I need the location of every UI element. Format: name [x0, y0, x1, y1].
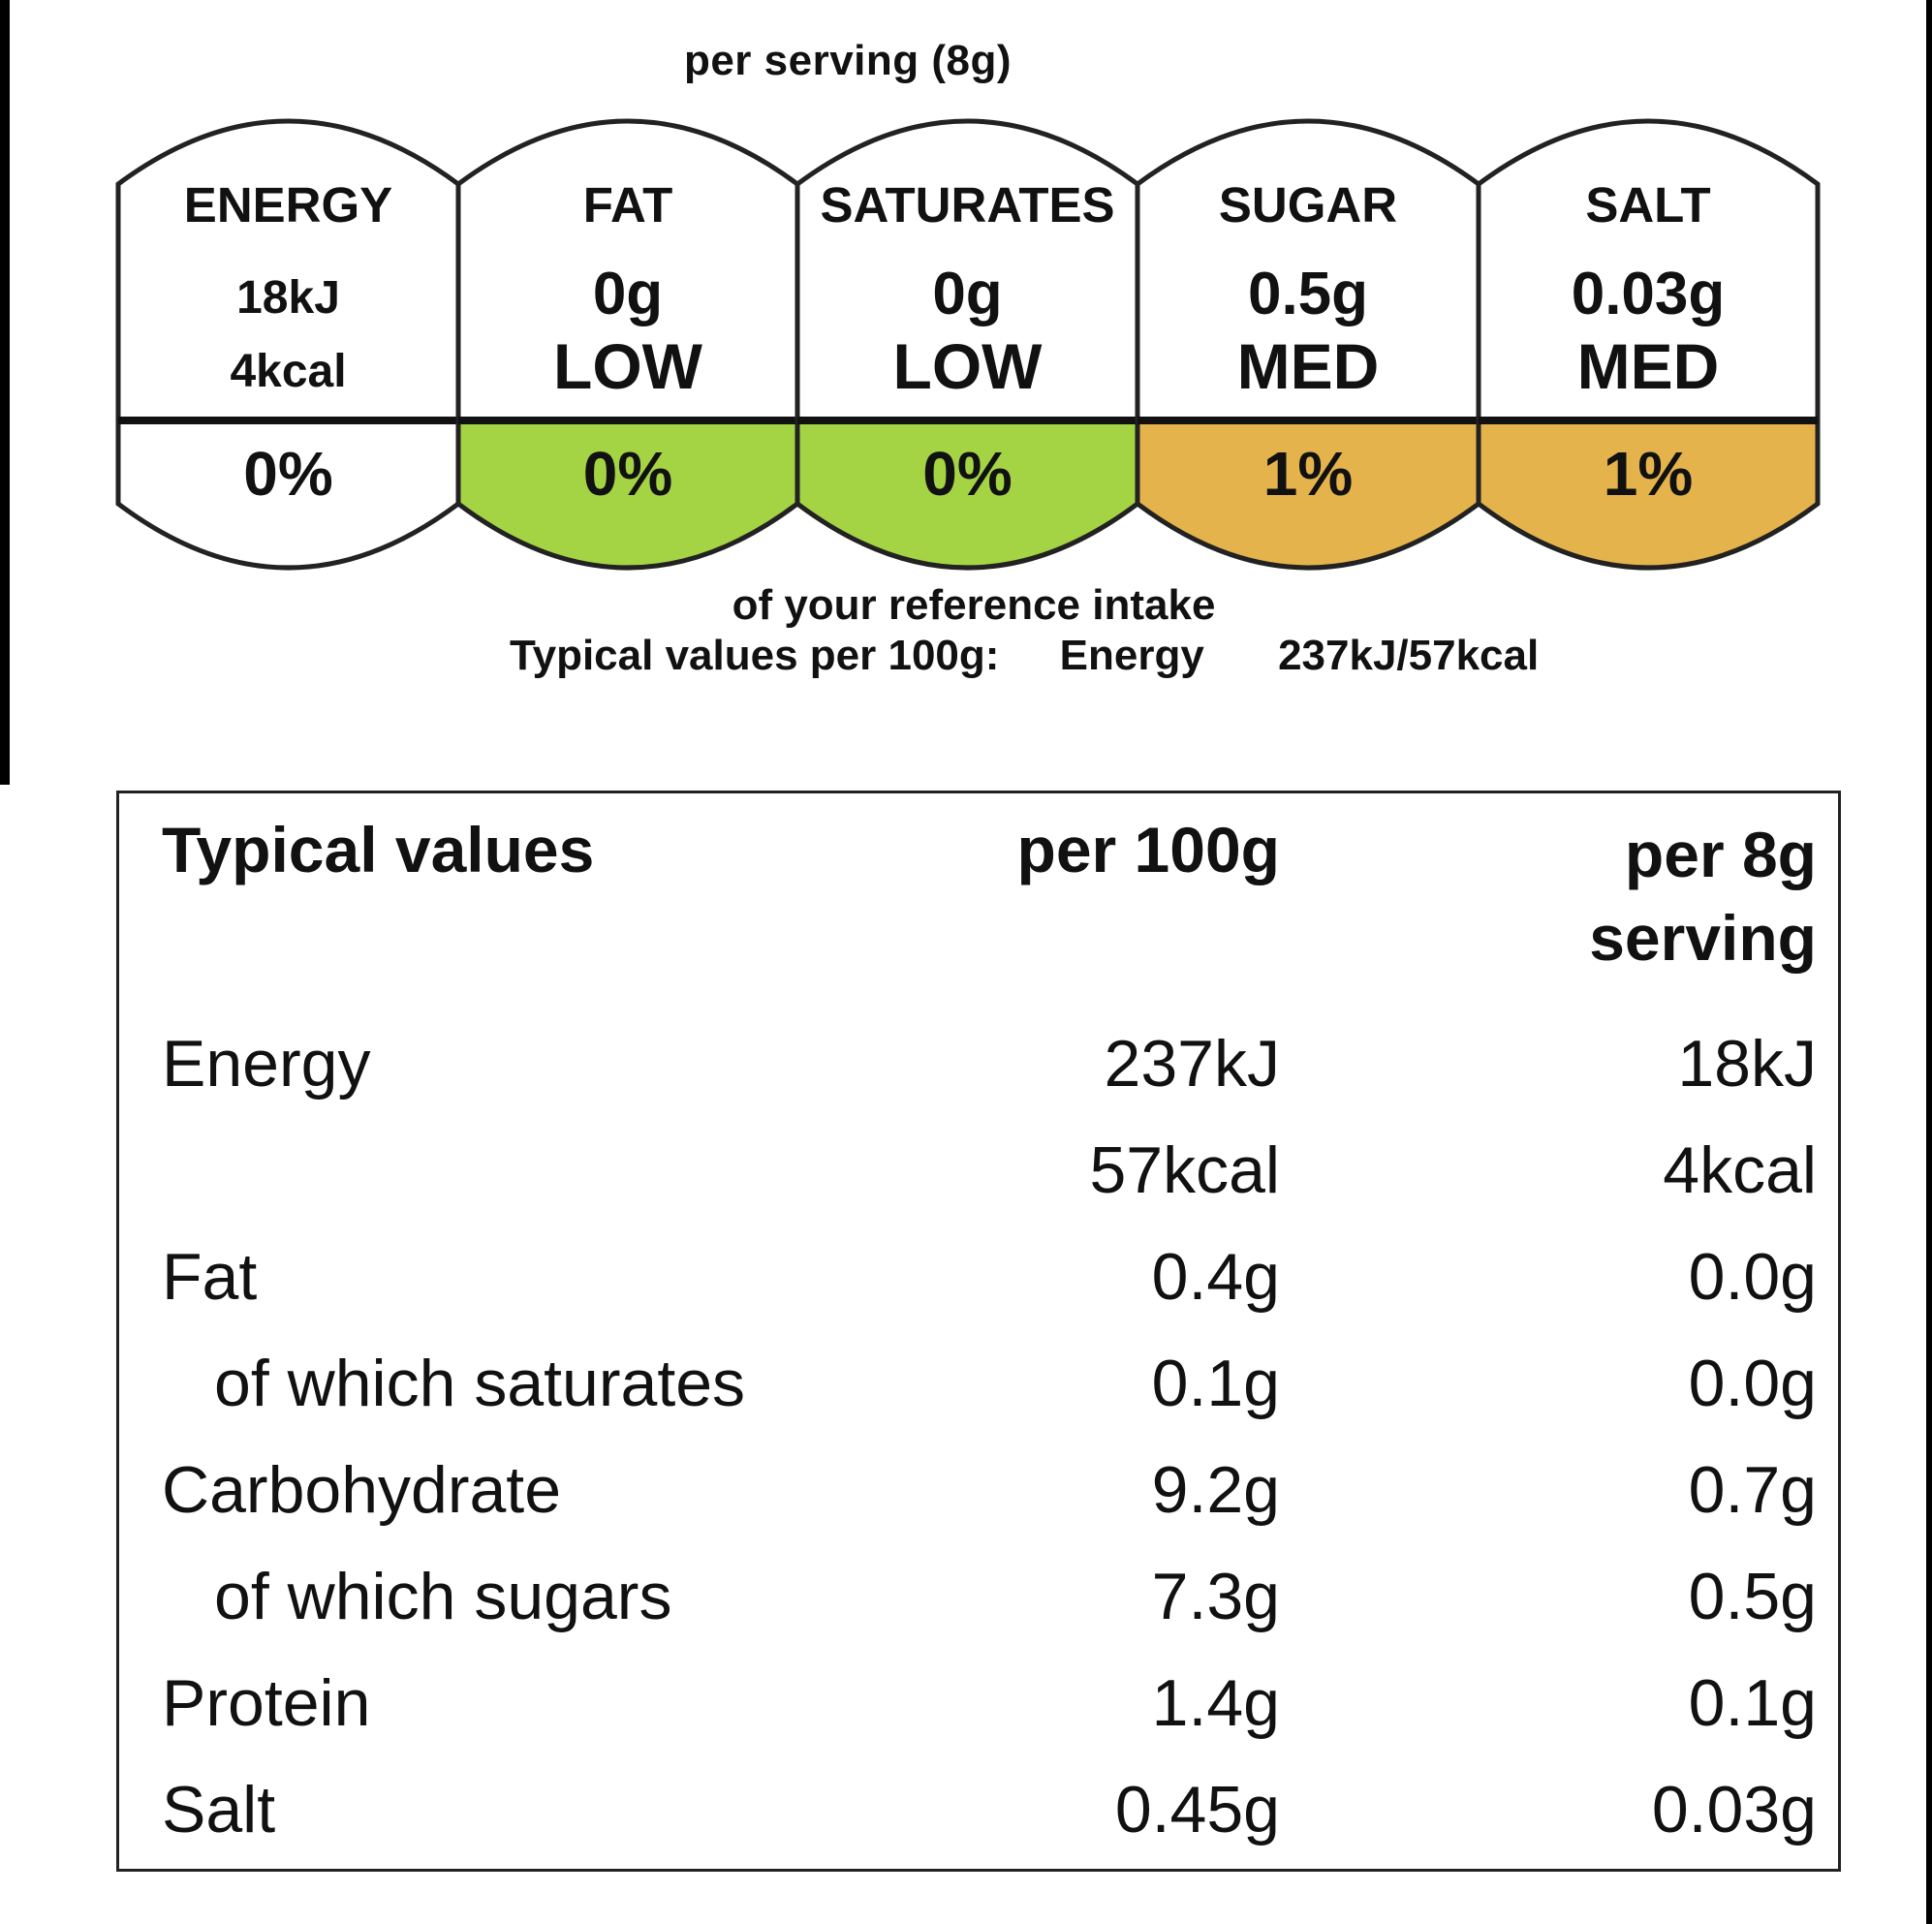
value-per-100g: 0.45g — [1114, 1773, 1280, 1846]
value-per-serving: 18kJ — [1677, 1027, 1817, 1101]
table-row: of which saturates 0.1g 0.0g — [119, 1346, 1838, 1443]
table-row: of which sugars 7.3g 0.5g — [119, 1559, 1838, 1656]
reference-intake-text: of your reference intake — [732, 581, 1216, 629]
header-per-serving-line1: per 8g — [1624, 819, 1817, 890]
header-per-serving: per 8g serving — [1589, 813, 1817, 979]
right-edge-bar — [1926, 0, 1932, 1924]
table-row: 57kcal 4kcal — [119, 1133, 1838, 1229]
serving-header: per serving (8g) — [683, 37, 1013, 84]
gda-level: LOW — [553, 330, 702, 402]
gda-amount: 0.03g — [1571, 261, 1726, 327]
gda-percent-band — [118, 420, 458, 568]
nutrient-name: Energy — [162, 1027, 371, 1101]
value-per-100g: 7.3g — [1151, 1560, 1280, 1633]
value-per-serving: 4kcal — [1663, 1133, 1817, 1207]
typical-values-line: Typical values per 100g: Energy 237kJ/57… — [510, 632, 1539, 680]
gda-label: SUGAR — [1218, 177, 1398, 233]
gda-level: LOW — [892, 330, 1043, 402]
table-row: Protein 1.4g 0.1g — [119, 1665, 1838, 1762]
table-row: Energy 237kJ 18kJ — [119, 1026, 1838, 1123]
nutrient-name: Fat — [162, 1240, 258, 1314]
header-per-serving-line2: serving — [1589, 902, 1817, 974]
gda-percent: 0% — [922, 439, 1013, 509]
gda-amount: 0.5g — [1247, 261, 1369, 327]
gda-label: FAT — [582, 177, 673, 233]
table-row: Fat 0.4g 0.0g — [119, 1239, 1838, 1336]
gda-percent-band — [1137, 420, 1479, 568]
gda-amount: 0g — [592, 261, 664, 327]
gda-amount-kcal: 4kcal — [230, 346, 347, 397]
front-of-pack-label — [115, 118, 1821, 571]
value-per-100g: 1.4g — [1151, 1666, 1280, 1740]
gda-cell-outline — [1476, 118, 1821, 571]
gda-level: MED — [1576, 330, 1720, 402]
value-per-serving: 0.5g — [1688, 1560, 1817, 1633]
value-per-serving: 0.0g — [1688, 1347, 1817, 1420]
gda-level: MED — [1236, 330, 1380, 402]
table-row: Carbohydrate 9.2g 0.7g — [119, 1452, 1838, 1549]
left-edge-bar — [0, 0, 10, 785]
typical-values-label: Typical values per 100g: — [510, 632, 1000, 679]
value-per-100g: 0.1g — [1151, 1347, 1280, 1420]
value-per-100g: 0.4g — [1151, 1240, 1280, 1314]
gda-percent: 0% — [243, 439, 333, 509]
value-per-serving: 0.0g — [1688, 1240, 1817, 1314]
gda-percent: 1% — [1262, 439, 1354, 509]
table-row: Salt 0.45g 0.03g — [119, 1772, 1838, 1869]
nutrient-name: Protein — [162, 1666, 371, 1740]
nutrient-name: Salt — [162, 1773, 276, 1846]
gda-label: SALT — [1585, 177, 1711, 233]
nutrient-name: Carbohydrate — [162, 1453, 562, 1527]
gda-label: ENERGY — [183, 177, 393, 233]
value-per-100g: 237kJ — [1104, 1027, 1280, 1101]
value-per-100g: 57kcal — [1089, 1133, 1280, 1207]
header-per-100g: per 100g — [1016, 814, 1280, 885]
gda-percent-band — [797, 420, 1137, 568]
value-per-serving: 0.7g — [1688, 1453, 1817, 1527]
nutrient-name: of which saturates — [214, 1347, 746, 1420]
gda-percent: 0% — [582, 439, 673, 509]
value-per-serving: 0.1g — [1688, 1666, 1817, 1740]
gda-amount: 0g — [932, 261, 1003, 327]
typical-values-value: 237kJ/57kcal — [1278, 632, 1540, 679]
nutrition-table: Typical values per 100g per 8g serving E… — [116, 791, 1841, 1872]
gda-percent: 1% — [1603, 439, 1694, 509]
gda-percent-band — [1479, 420, 1818, 568]
header-typical-values: Typical values — [162, 814, 595, 885]
typical-values-nutrient: Energy — [1059, 632, 1204, 679]
table-header-row: Typical values per 100g per 8g serving — [119, 813, 1838, 974]
gda-amount-kj: 18kJ — [236, 272, 340, 324]
gda-label: SATURATES — [820, 177, 1115, 233]
gda-percent-band — [458, 420, 797, 568]
value-per-serving: 0.03g — [1651, 1773, 1817, 1846]
value-per-100g: 9.2g — [1151, 1453, 1280, 1527]
nutrient-name: of which sugars — [214, 1560, 672, 1633]
